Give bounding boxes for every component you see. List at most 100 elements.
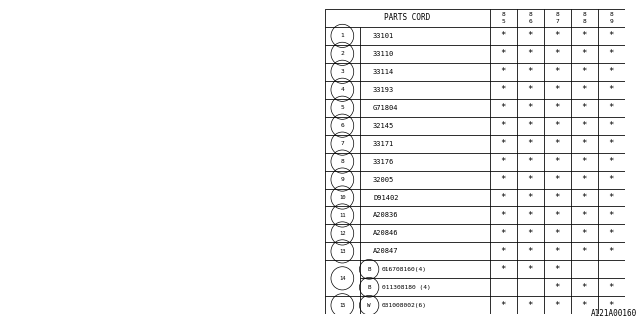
Bar	[571, 188, 598, 206]
Text: 14: 14	[339, 276, 346, 281]
Bar	[598, 278, 625, 296]
Bar	[598, 224, 625, 243]
Text: *: *	[527, 265, 533, 274]
Bar	[598, 153, 625, 171]
Text: 9: 9	[609, 20, 613, 24]
Text: *: *	[609, 175, 614, 184]
Text: *: *	[582, 49, 587, 58]
Bar	[571, 63, 598, 81]
Bar	[544, 45, 571, 63]
Text: *: *	[500, 49, 506, 58]
Bar	[571, 260, 598, 278]
Text: *: *	[500, 157, 506, 166]
Bar	[490, 171, 517, 188]
Text: 15: 15	[339, 303, 346, 308]
Bar	[517, 278, 544, 296]
Bar	[517, 99, 544, 117]
Bar	[544, 9, 571, 27]
Bar	[490, 278, 517, 296]
Bar	[490, 99, 517, 117]
Bar	[544, 81, 571, 99]
Bar	[571, 243, 598, 260]
Text: *: *	[555, 283, 560, 292]
Bar	[490, 296, 517, 314]
Bar	[517, 153, 544, 171]
Text: D91402: D91402	[373, 195, 399, 201]
Bar	[598, 188, 625, 206]
Bar	[360, 260, 490, 278]
Text: *: *	[582, 31, 587, 40]
Text: *: *	[555, 247, 560, 256]
Bar	[544, 278, 571, 296]
Text: *: *	[500, 175, 506, 184]
Text: 33171: 33171	[373, 141, 394, 147]
Bar	[517, 296, 544, 314]
Bar	[360, 99, 490, 117]
Text: 8: 8	[582, 12, 586, 17]
Text: 031008002(6): 031008002(6)	[381, 303, 427, 308]
Text: *: *	[527, 247, 533, 256]
Bar	[325, 27, 360, 45]
Text: 32005: 32005	[373, 177, 394, 182]
Text: 8: 8	[529, 12, 532, 17]
Bar	[544, 171, 571, 188]
Text: *: *	[582, 211, 587, 220]
Bar	[490, 206, 517, 224]
Bar	[360, 135, 490, 153]
Bar	[517, 206, 544, 224]
Bar	[517, 260, 544, 278]
Bar	[571, 153, 598, 171]
Text: *: *	[555, 103, 560, 112]
Text: 8: 8	[502, 12, 505, 17]
Text: 33193: 33193	[373, 87, 394, 93]
Text: *: *	[527, 67, 533, 76]
Bar	[544, 188, 571, 206]
Bar	[490, 243, 517, 260]
Text: 7: 7	[556, 20, 559, 24]
Text: W: W	[367, 303, 371, 308]
Text: *: *	[582, 247, 587, 256]
Text: *: *	[609, 85, 614, 94]
Bar	[360, 188, 490, 206]
Bar	[490, 153, 517, 171]
Text: *: *	[609, 67, 614, 76]
Bar	[325, 243, 360, 260]
Text: *: *	[555, 175, 560, 184]
Bar	[598, 81, 625, 99]
Bar	[490, 260, 517, 278]
Text: *: *	[527, 193, 533, 202]
Bar	[571, 135, 598, 153]
Bar	[598, 63, 625, 81]
Text: *: *	[582, 193, 587, 202]
Text: *: *	[500, 85, 506, 94]
Text: G71804: G71804	[373, 105, 399, 111]
Text: *: *	[527, 301, 533, 310]
Bar	[571, 206, 598, 224]
Text: 1: 1	[340, 33, 344, 38]
Text: *: *	[582, 121, 587, 130]
Text: *: *	[582, 175, 587, 184]
Bar	[598, 9, 625, 27]
Bar	[490, 135, 517, 153]
Bar	[571, 171, 598, 188]
Text: *: *	[582, 139, 587, 148]
Bar	[360, 171, 490, 188]
Text: 6: 6	[529, 20, 532, 24]
Text: *: *	[555, 67, 560, 76]
Text: *: *	[500, 67, 506, 76]
Text: *: *	[500, 139, 506, 148]
Bar	[571, 9, 598, 27]
Bar	[490, 45, 517, 63]
Text: *: *	[527, 157, 533, 166]
Bar	[598, 27, 625, 45]
Bar	[598, 206, 625, 224]
Text: *: *	[609, 121, 614, 130]
Text: A20847: A20847	[373, 248, 399, 254]
Text: *: *	[500, 31, 506, 40]
Bar	[517, 27, 544, 45]
Text: *: *	[609, 283, 614, 292]
Text: *: *	[500, 247, 506, 256]
Text: *: *	[609, 139, 614, 148]
Bar	[325, 135, 360, 153]
Text: *: *	[609, 301, 614, 310]
